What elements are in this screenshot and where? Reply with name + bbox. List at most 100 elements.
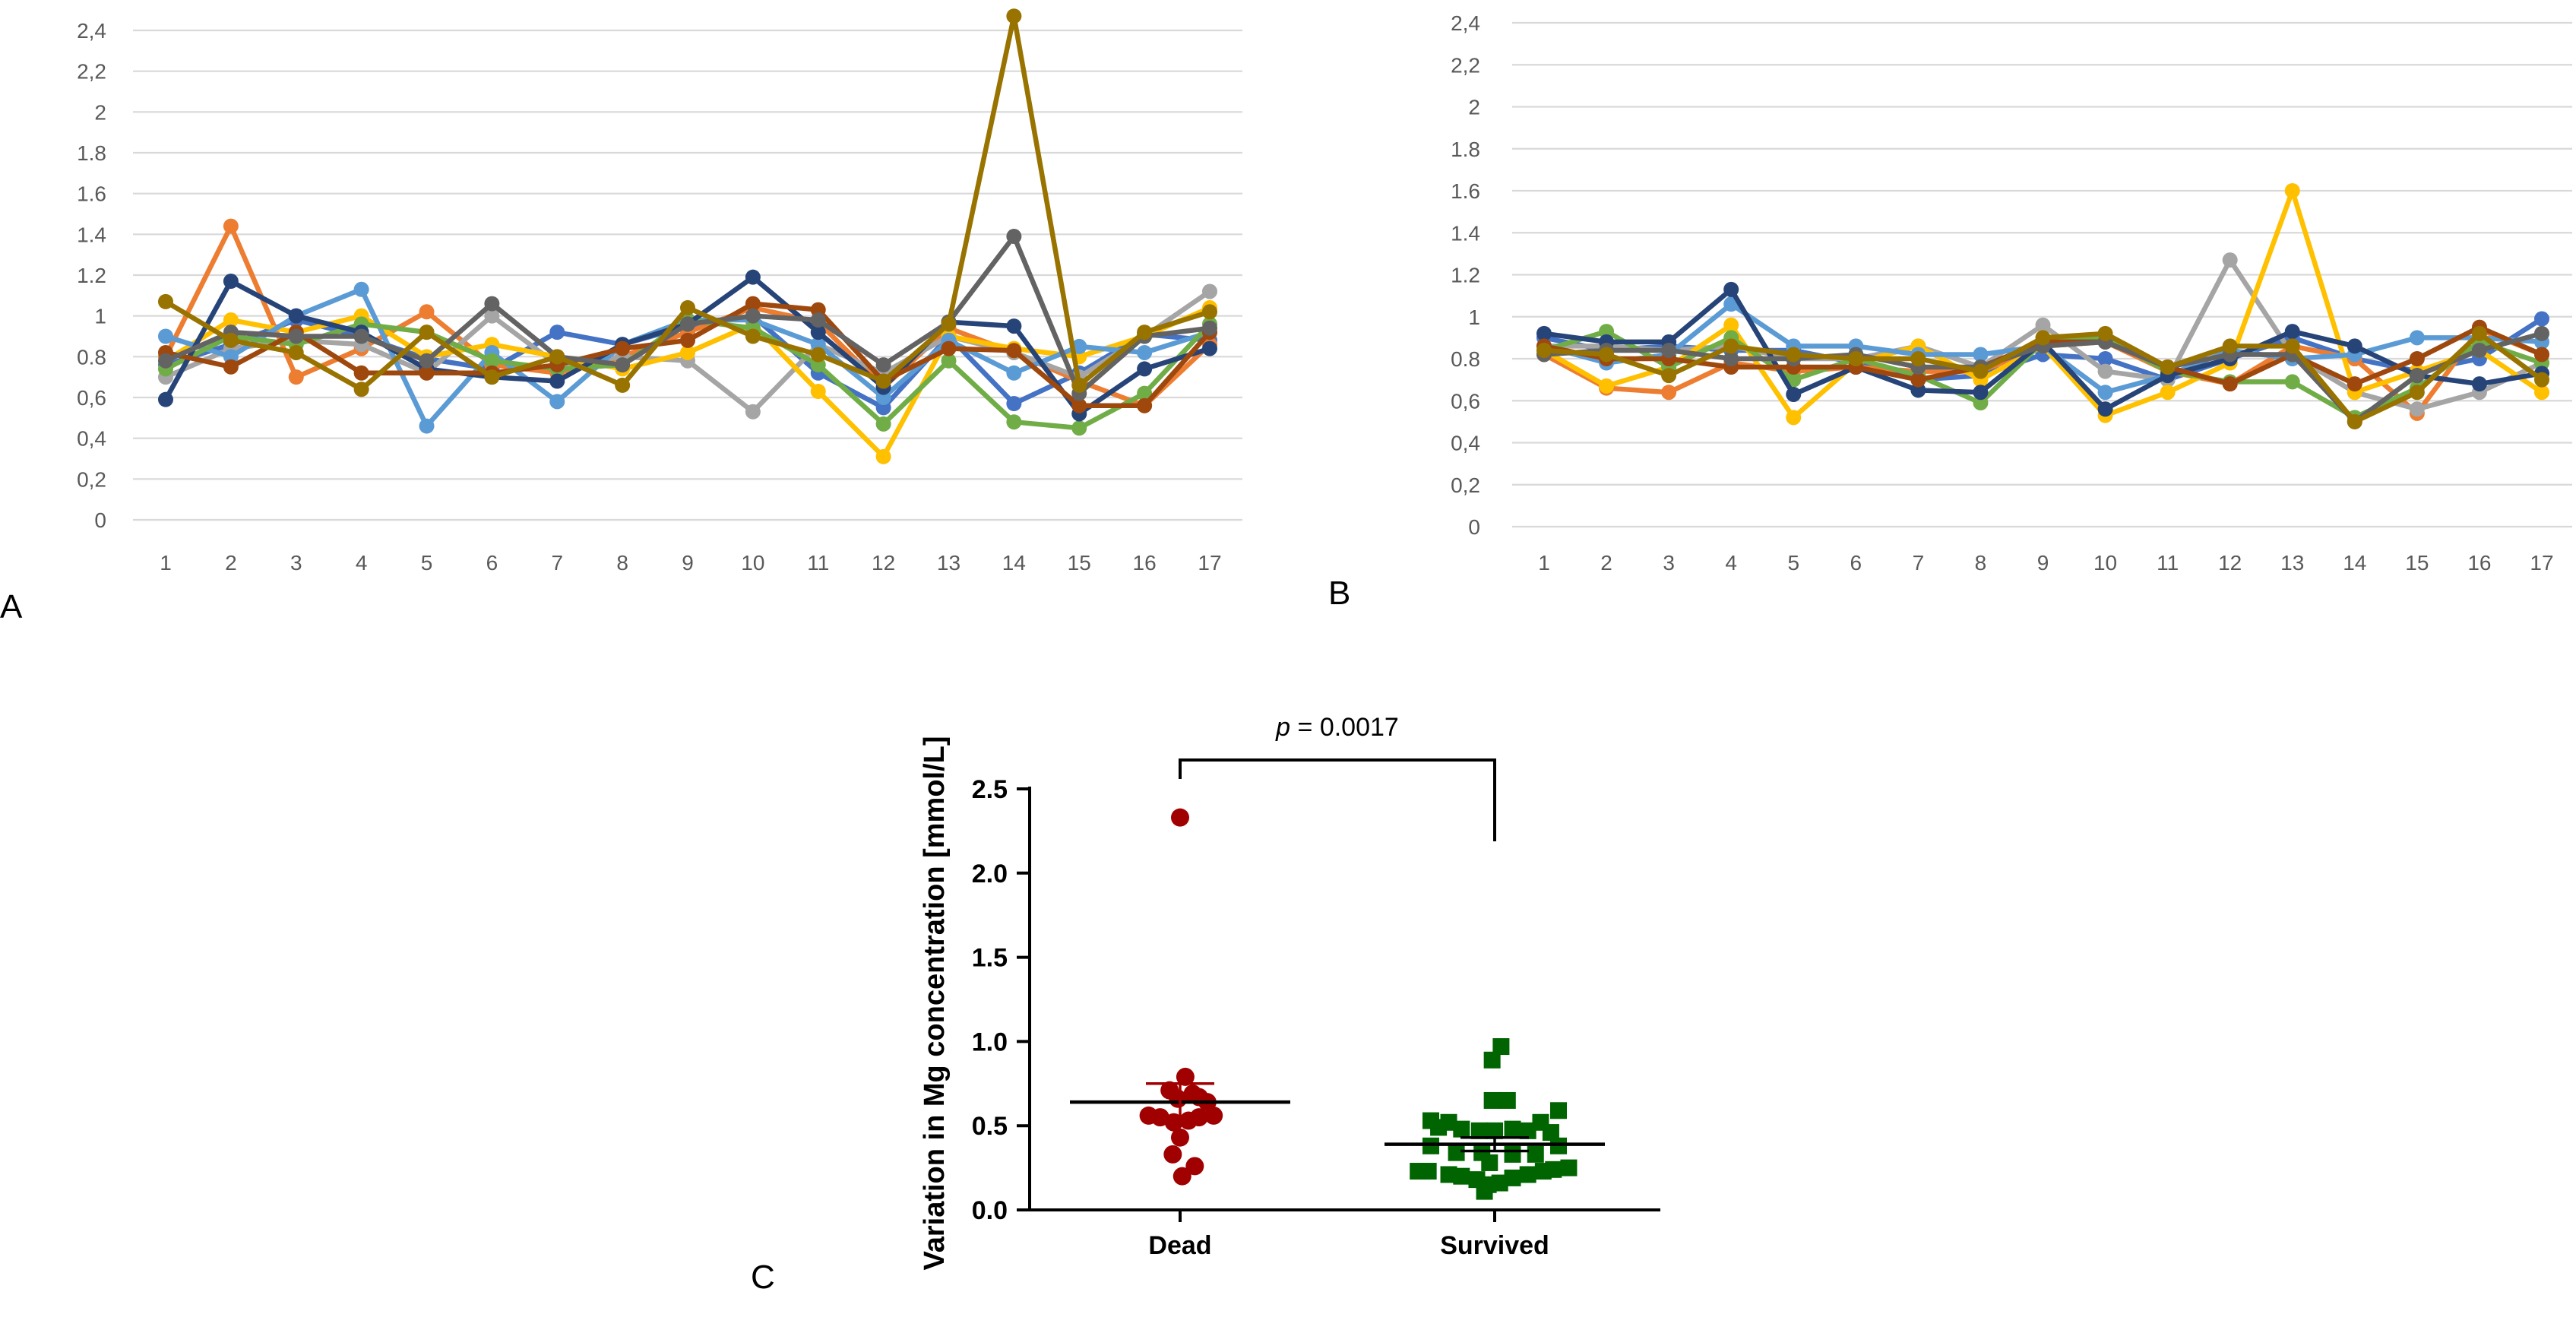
data-point [2035, 317, 2051, 333]
x-tick-label: 4 [356, 551, 368, 575]
data-point [941, 353, 957, 369]
data-point [1723, 338, 1739, 354]
dead-data-point [1171, 808, 1189, 827]
data-point [1137, 325, 1153, 340]
x-tick-label: 9 [2037, 551, 2049, 575]
data-point [158, 353, 173, 369]
dead-data-point [1169, 1089, 1188, 1108]
data-point [680, 299, 695, 315]
series-line-4 [1543, 188, 2543, 420]
data-point [1786, 386, 1802, 402]
data-point [353, 328, 369, 344]
significance-bracket-line [1179, 758, 1496, 841]
y-tick-label: 1.0 [972, 1028, 1008, 1056]
y-tick-label: 1.4 [77, 223, 106, 246]
data-point [2347, 338, 2362, 354]
y-tick-label: 1.2 [77, 264, 106, 287]
data-point [2409, 351, 2425, 366]
data-point [1202, 320, 1217, 336]
survived-data-point [1486, 1122, 1503, 1139]
x-category-label: Survived [1440, 1231, 1549, 1260]
data-point [2284, 183, 2300, 198]
y-tick-label: 2,4 [1451, 11, 1480, 35]
data-point [1137, 344, 1153, 360]
data-point [1599, 347, 1615, 363]
data-point [419, 418, 435, 434]
x-tick-label: 5 [421, 551, 433, 575]
data-point [2471, 325, 2487, 341]
y-tick-label: 1.5 [972, 944, 1008, 973]
data-point [288, 308, 304, 324]
data-point [745, 404, 761, 420]
data-point [223, 359, 239, 375]
x-tick-label: 5 [1787, 551, 1799, 575]
data-point [810, 325, 826, 340]
y-tick-label: 1 [1468, 306, 1480, 329]
survived-data-point [1542, 1124, 1559, 1142]
x-tick-label: 2 [1600, 551, 1612, 575]
y-tick-label: 2 [1468, 96, 1480, 119]
data-point [419, 365, 435, 381]
data-point [615, 377, 631, 393]
y-tick-label: 2,2 [1451, 53, 1480, 77]
y-tick-label: 0 [1468, 515, 1480, 539]
data-point [2035, 330, 2051, 346]
data-point [2097, 385, 2113, 401]
y-tick-label: 1.8 [1451, 138, 1480, 161]
x-tick-label: 10 [741, 551, 764, 575]
data-point [1006, 414, 1022, 430]
data-point [875, 373, 891, 389]
data-point [223, 218, 239, 234]
data-point [1137, 385, 1153, 401]
survived-data-point [1481, 1154, 1498, 1171]
survived-data-point [1498, 1091, 1516, 1109]
y-tick-label: 2 [94, 100, 106, 124]
data-point [484, 308, 500, 324]
data-point [1848, 351, 1864, 366]
dead-data-point [1172, 1167, 1191, 1186]
x-tick-label: 7 [1913, 551, 1925, 575]
data-point [2097, 401, 2113, 417]
data-point [353, 365, 369, 381]
survived-data-point [1448, 1144, 1465, 1161]
data-point [1910, 372, 1926, 388]
data-point [1786, 410, 1802, 426]
data-point [1723, 351, 1739, 366]
data-point [1910, 351, 1926, 366]
survived-data-point [1453, 1167, 1470, 1185]
survived-data-point [1504, 1145, 1521, 1163]
survived-data-point [1492, 1038, 1510, 1056]
x-tick-label: 11 [807, 551, 829, 575]
data-point [1973, 395, 1989, 411]
x-tick-label: 17 [1198, 551, 1221, 575]
y-tick-label: 0,4 [77, 427, 106, 451]
x-tick-label: 14 [2343, 551, 2366, 575]
data-point [810, 347, 826, 363]
data-point [158, 293, 173, 309]
data-point [353, 382, 369, 397]
data-point [288, 344, 304, 360]
data-point [875, 448, 891, 464]
data-point [549, 325, 565, 340]
panel-c-scatter-plot: 0.0 0.5 1.0 1.5 2.0 2.5 Dead Survived p = 0.00… [919, 713, 1660, 1271]
data-point [223, 312, 239, 328]
data-point [1599, 324, 1615, 340]
data-point [1137, 397, 1153, 413]
survived-data-point [1470, 1122, 1488, 1139]
data-point [2534, 325, 2549, 341]
data-point [419, 325, 435, 340]
y-tick-label: 0 [94, 508, 106, 532]
data-point [1973, 347, 1989, 363]
data-point [1910, 382, 1926, 398]
y-tick-label: 0,6 [77, 386, 106, 410]
y-tick-label: 2.0 [972, 860, 1008, 888]
y-tick-label: 0.8 [1451, 347, 1480, 371]
data-point [549, 373, 565, 389]
dead-data-point [1176, 1067, 1195, 1086]
x-tick-label: 16 [1133, 551, 1157, 575]
y-tick-label: 2,2 [77, 60, 106, 84]
data-point [941, 340, 957, 356]
y-tick-label: 0,2 [77, 467, 106, 491]
survived-data-point [1550, 1102, 1567, 1119]
